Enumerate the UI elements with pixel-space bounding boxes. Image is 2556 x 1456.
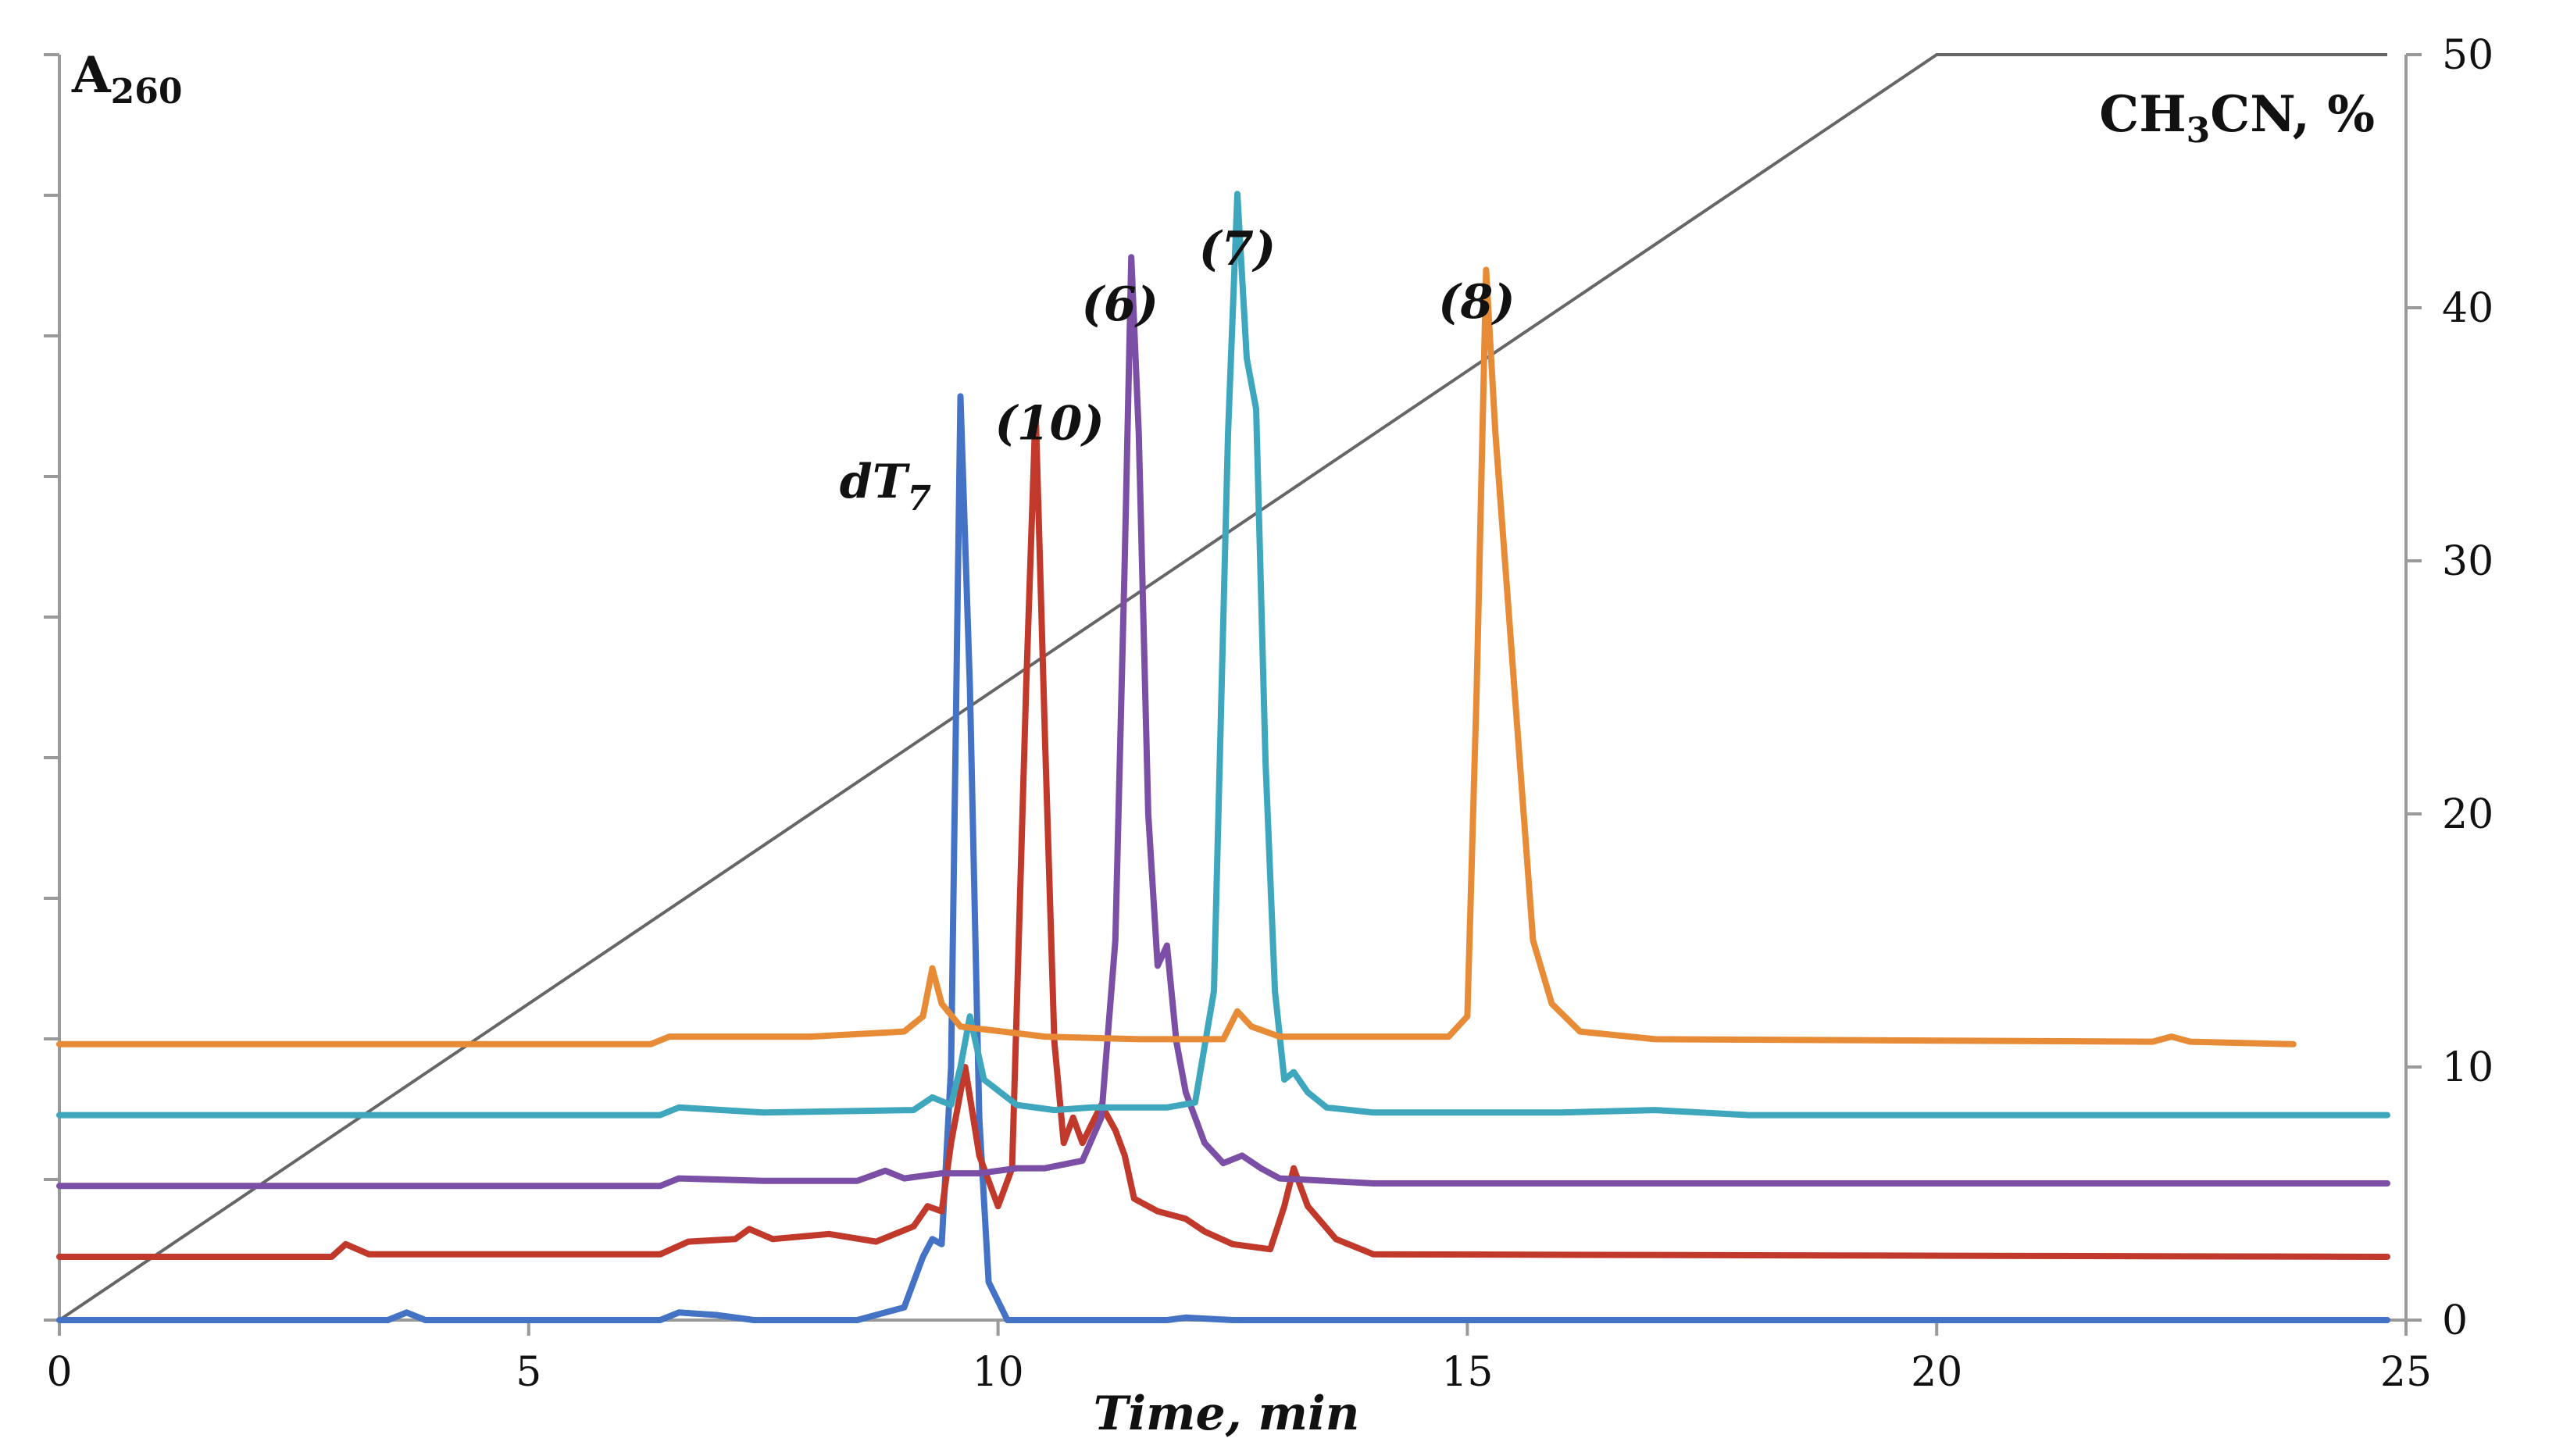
series-line-dt7 [56,393,2390,1323]
peak-label: (6) [1082,277,1159,332]
right-tick-label: 40 [2442,285,2494,332]
series-line-8 [56,266,2297,1047]
right-axis-title-pre: CH [2099,85,2186,144]
series-line-7 [56,191,2390,1119]
x-axis-ticks: 0 5 10 15 20 25 [46,1320,2432,1396]
x-tick-label: 10 [973,1349,1024,1396]
right-tick-label: 30 [2442,538,2494,585]
right-tick-label: 20 [2442,791,2494,838]
x-tick-label: 0 [46,1349,72,1396]
left-axis-title: A260 [71,46,183,112]
gradient-line [58,53,2387,1322]
left-axis-title-main: A [71,46,112,105]
peak-label: (8) [1438,275,1515,330]
annotation-layer: dT7 (10) (6) (7) (8) [840,222,1515,519]
right-axis-title-sub: 3 [2187,111,2211,151]
peak-label: dT7 [840,455,932,519]
right-tick-label: 10 [2442,1044,2494,1091]
peak-label: (7) [1199,222,1276,277]
x-tick-label: 15 [1441,1349,1493,1396]
x-tick-label: 25 [2380,1349,2432,1396]
x-axis-title: Time, min [1094,1386,1360,1441]
right-axis-ticks: 0 10 20 30 40 50 [2406,32,2494,1344]
right-axis-title-post: CN, % [2210,85,2375,144]
series-line-6 [56,254,2390,1190]
x-tick-label: 20 [1911,1349,1962,1396]
right-tick-label: 50 [2442,32,2494,79]
left-axis-title-sub: 260 [111,72,183,112]
peak-label: (10) [995,396,1105,451]
left-axis-ticks [44,53,59,1322]
series-layer [56,191,2390,1323]
series-line-10 [56,405,2390,1260]
gradient-layer [58,53,2387,1322]
right-axis-title: CH3CN, % [2099,85,2375,151]
right-tick-label: 0 [2442,1297,2468,1344]
x-tick-label: 5 [516,1349,541,1396]
